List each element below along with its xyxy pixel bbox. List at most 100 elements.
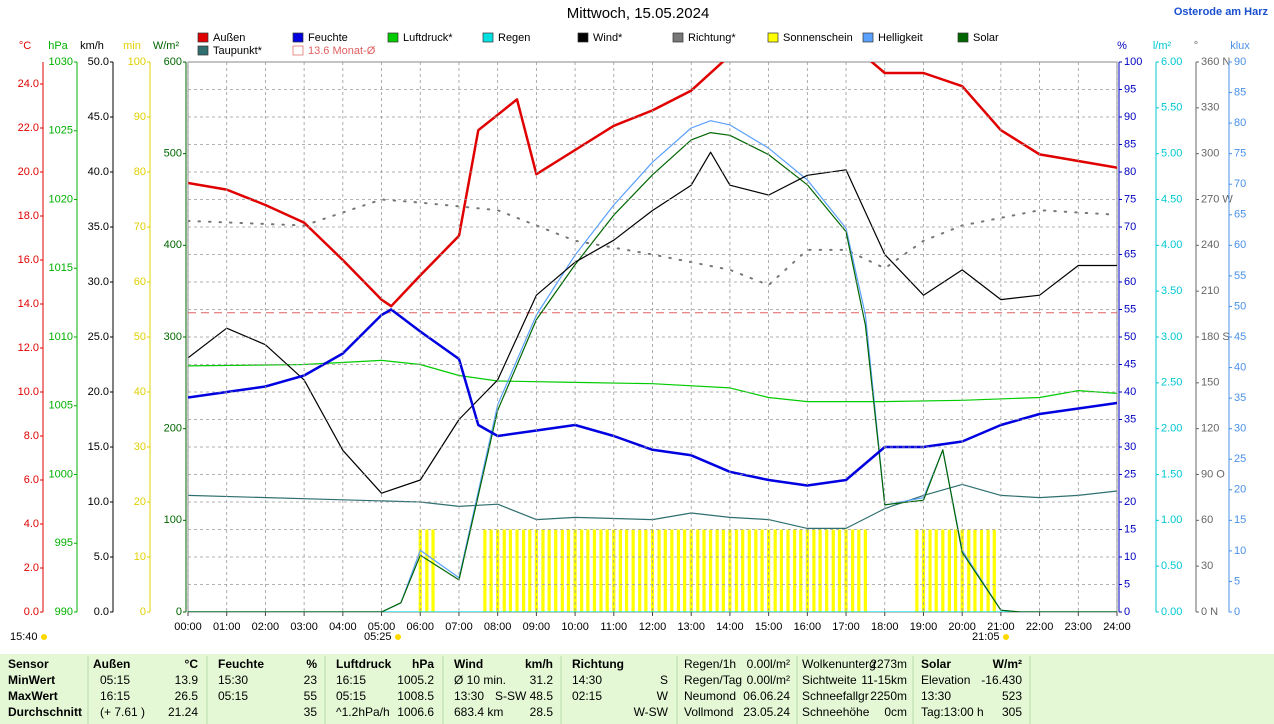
legend-label: Sonnenschein	[783, 32, 853, 44]
x-tick-label: 10:00	[561, 621, 589, 633]
legend-swatch	[482, 32, 494, 43]
stats-header: 0.00l/m²	[747, 657, 790, 671]
stats-header: Feuchte	[218, 657, 264, 671]
sunshine-bar	[953, 529, 958, 612]
sunshine-bar	[554, 529, 558, 612]
y-tick-label: 60	[1124, 276, 1136, 288]
y-tick-label: 210	[1201, 285, 1219, 297]
x-tick-label: 19:00	[910, 621, 938, 633]
y-tick-label: 50.0	[88, 56, 109, 68]
x-tick-label: 24:00	[1103, 621, 1131, 633]
y-tick-label: 90	[1234, 56, 1246, 68]
sun-marker	[395, 634, 401, 640]
y-tick-label: 60	[134, 276, 146, 288]
sunshine-bar	[534, 529, 538, 612]
x-tick-label: 21:00	[987, 621, 1015, 633]
legend-label: Solar	[973, 32, 999, 44]
series-line	[188, 483, 1117, 529]
stats-header: Richtung	[572, 657, 624, 671]
y-tick-label: 1020	[49, 193, 73, 205]
y-tick-label: 1.50	[1161, 468, 1182, 480]
stats-cell: 305	[1002, 705, 1022, 719]
series-line	[188, 132, 1117, 612]
y-tick-label: 15.0	[88, 441, 109, 453]
sunshine-bar	[528, 529, 532, 612]
sunshine-bar	[522, 529, 526, 612]
stats-cell: W	[657, 689, 669, 703]
y-tick-label: 24.0	[18, 78, 39, 90]
sunshine-bar	[754, 529, 758, 612]
sunshine-bar	[767, 529, 771, 612]
stats-cell: MaxWert	[8, 689, 58, 703]
stats-panel	[0, 654, 1274, 724]
y-tick-label: 10.0	[18, 386, 39, 398]
stats-header: Außen	[93, 657, 130, 671]
y-axis-title: %	[1117, 40, 1127, 52]
y-tick-label: 30	[1234, 423, 1246, 435]
y-tick-label: 20	[1234, 484, 1246, 496]
y-tick-label: 50	[1234, 300, 1246, 312]
stats-cell: S-SW 48.5	[495, 689, 553, 703]
y-tick-label: 1000	[49, 468, 73, 480]
stats-cell: 0.00l/m²	[747, 673, 790, 687]
y-tick-label: 8.0	[24, 430, 39, 442]
stats-cell: Tag:13:00 h	[921, 705, 984, 719]
sunshine-bar	[650, 529, 655, 612]
y-tick-label: 100	[128, 56, 146, 68]
y-tick-label: 50	[1124, 331, 1136, 343]
y-tick-label: 20	[134, 496, 146, 508]
sunshine-bar	[818, 529, 822, 612]
y-tick-label: 330	[1201, 102, 1219, 114]
y-tick-label: 4.50	[1161, 193, 1182, 205]
sunshine-bar	[721, 529, 725, 612]
sunshine-bar	[779, 529, 783, 612]
sunshine-bar	[812, 529, 816, 612]
stats-cell: Ø 10 min.	[454, 673, 506, 687]
stats-cell: (+ 7.61 )	[100, 705, 145, 719]
y-tick-label: 990	[55, 606, 73, 618]
y-tick-label: 300	[164, 331, 182, 343]
y-axis-title: min	[123, 40, 141, 52]
sunshine-bar	[734, 529, 739, 612]
y-tick-label: 80	[1234, 117, 1246, 129]
sunshine-bar	[760, 529, 764, 612]
stats-cell: 16:15	[100, 689, 130, 703]
stats-header: °C	[185, 657, 199, 671]
y-tick-label: 1.00	[1161, 514, 1182, 526]
stats-cell: 05:15	[336, 689, 366, 703]
y-tick-label: 1015	[49, 262, 73, 274]
y-tick-label: 95	[1124, 83, 1136, 95]
y-tick-label: 55	[1234, 270, 1246, 282]
y-tick-label: 0.00	[1161, 606, 1182, 618]
y-tick-label: 10	[134, 551, 146, 563]
stats-cell: Neumond	[684, 689, 736, 703]
stats-cell: 05:15	[100, 673, 130, 687]
x-tick-label: 17:00	[832, 621, 860, 633]
legend-label: Richtung*	[688, 32, 736, 44]
legend-label: Wind*	[593, 32, 623, 44]
legend-swatch	[672, 32, 684, 43]
y-tick-label: 18.0	[18, 210, 39, 222]
sunshine-bar	[992, 529, 996, 612]
y-axis-title: °	[1194, 40, 1198, 52]
sunshine-bar	[915, 529, 919, 612]
stats-cell: MinWert	[8, 673, 55, 687]
y-tick-label: 14.0	[18, 298, 39, 310]
stats-cell: Schneefallgr	[802, 689, 869, 703]
stats-header: Luftdruck	[336, 657, 392, 671]
sunshine-bar	[483, 529, 487, 612]
sun-marker	[41, 634, 47, 640]
x-tick-label: 09:00	[523, 621, 551, 633]
y-tick-label: 150	[1201, 377, 1219, 389]
x-tick-label: 08:00	[484, 621, 512, 633]
legend-swatch	[292, 45, 304, 56]
sunshine-bar	[928, 529, 932, 612]
stats-cell: ^1.2hPa/h	[336, 705, 390, 719]
station-name: Osterode am Harz	[1174, 6, 1269, 18]
y-tick-label: 80	[1124, 166, 1136, 178]
legend-label: Regen	[498, 32, 530, 44]
legend-swatch	[292, 32, 304, 43]
y-tick-label: 0	[140, 606, 146, 618]
sunshine-bar	[979, 529, 984, 612]
stats-cell: 26.5	[175, 689, 199, 703]
